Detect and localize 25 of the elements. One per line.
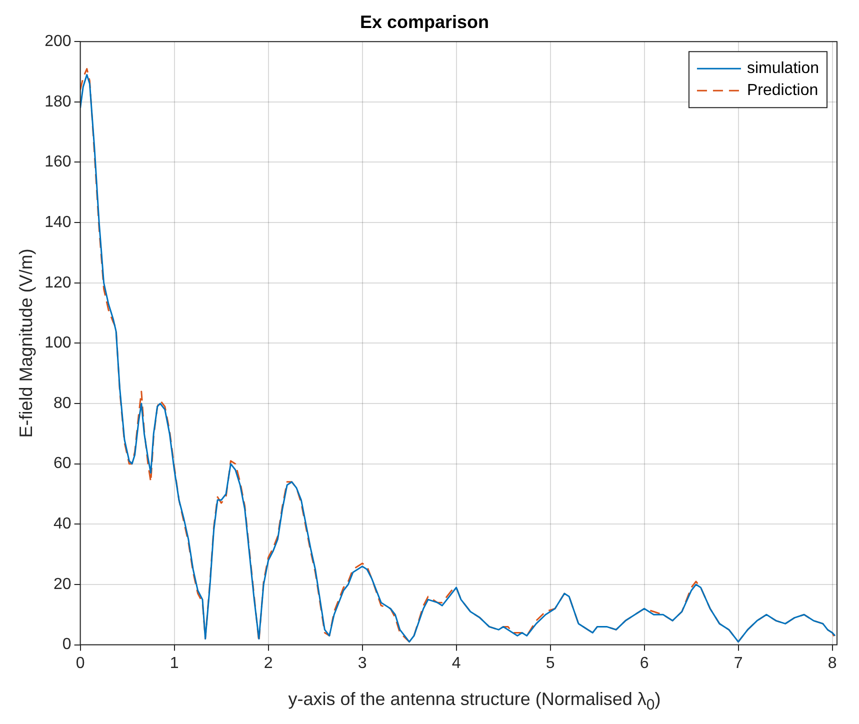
legend-label: Prediction xyxy=(746,82,818,100)
y-tick-label: 40 xyxy=(54,516,72,533)
y-tick-label: 0 xyxy=(62,636,72,654)
y-tick-label: 20 xyxy=(54,576,72,593)
y-tick-label: 120 xyxy=(44,274,72,292)
x-tick-label: 5 xyxy=(546,654,555,672)
x-tick-label: 8 xyxy=(828,654,837,672)
chart-title: Ex comparison xyxy=(360,12,490,32)
y-axis-title: E-field Magnitude (V/m) xyxy=(16,248,36,438)
y-tick-label: 60 xyxy=(54,455,72,472)
x-tick-label: 6 xyxy=(640,654,649,672)
y-tick-label: 80 xyxy=(54,394,72,412)
y-tick-label: 200 xyxy=(44,33,72,50)
y-tick-label: 160 xyxy=(44,154,72,171)
x-axis-title: y-axis of the antenna structure (Normalised λ$_{0}$) xyxy=(287,689,662,714)
x-tick-label: 1 xyxy=(170,654,179,672)
y-tick-label: 180 xyxy=(44,93,72,110)
x-tick-label: 4 xyxy=(452,654,461,672)
legend-label: simulation xyxy=(746,60,819,78)
x-tick-label: 2 xyxy=(264,654,273,672)
x-tick-label: 0 xyxy=(76,654,85,672)
y-tick-label: 100 xyxy=(44,334,72,352)
y-tick-label: 140 xyxy=(44,214,72,231)
x-tick-label: 3 xyxy=(358,654,367,672)
x-tick-label: 7 xyxy=(734,654,743,672)
